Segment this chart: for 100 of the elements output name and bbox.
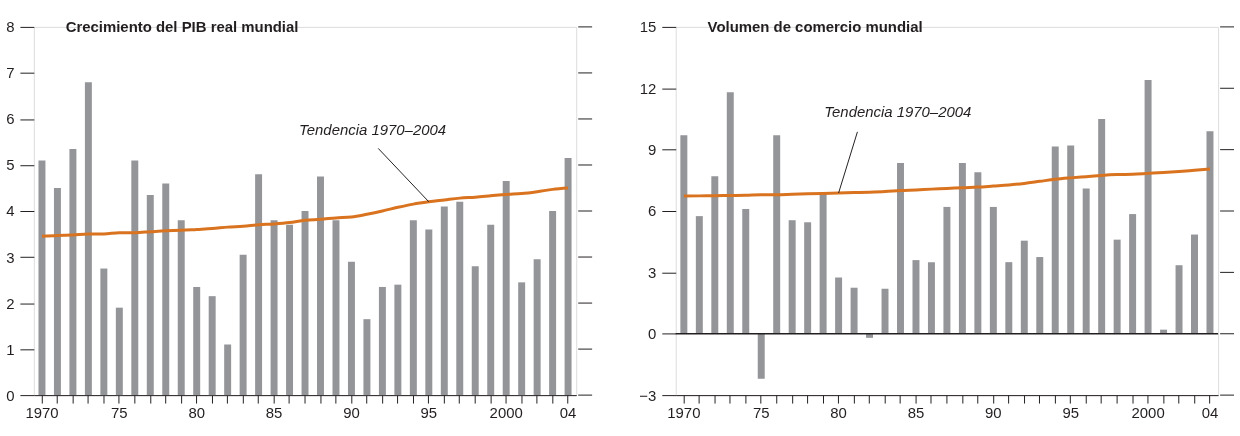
- bar: [711, 176, 719, 334]
- x-tick-label: 85: [265, 403, 283, 421]
- bar: [1005, 262, 1013, 334]
- y-tick-label: −3: [639, 386, 657, 404]
- bar: [487, 224, 495, 396]
- bar: [680, 135, 688, 334]
- bar: [549, 211, 557, 396]
- bar: [1129, 214, 1137, 334]
- y-tick-label: 15: [639, 18, 657, 36]
- bar: [363, 319, 371, 396]
- y-tick-label: 9: [648, 141, 657, 159]
- bar: [695, 216, 703, 334]
- y-tick-label: 0: [648, 325, 657, 343]
- bar: [115, 307, 123, 396]
- bar: [564, 158, 572, 396]
- bar: [518, 282, 526, 396]
- bar: [440, 206, 448, 396]
- bar: [146, 194, 154, 396]
- bar: [317, 176, 324, 396]
- x-tick-label: 1970: [25, 403, 59, 421]
- x-tick-label: 90: [343, 403, 360, 421]
- bar: [819, 192, 827, 334]
- bar: [425, 229, 433, 396]
- bar: [757, 333, 765, 379]
- bar: [1113, 239, 1121, 334]
- bar: [804, 222, 812, 334]
- bar: [456, 201, 464, 396]
- x-tick-label: 85: [907, 403, 925, 421]
- bar: [850, 287, 858, 334]
- bar: [301, 211, 309, 396]
- x-tick-label: 2000: [1131, 403, 1165, 421]
- bar: [224, 344, 232, 396]
- x-tick-label: 75: [752, 403, 770, 421]
- bar: [53, 188, 61, 396]
- bar: [881, 288, 889, 334]
- line-series: [682, 167, 1212, 198]
- y-tick-label: 6: [6, 110, 15, 128]
- bar: [255, 174, 263, 396]
- x-tick-label: 80: [188, 403, 205, 421]
- y-tick-label: 4: [6, 202, 15, 220]
- bar: [897, 162, 904, 334]
- bar: [332, 220, 340, 396]
- y-tick-label: 3: [648, 263, 657, 281]
- bar: [270, 220, 278, 396]
- bar: [912, 260, 920, 334]
- bar: [69, 148, 77, 396]
- x-tick-label: 95: [420, 403, 438, 421]
- y-tick-label: 6: [648, 202, 657, 220]
- bar: [1082, 188, 1090, 334]
- bar: [84, 82, 92, 396]
- y-tick-label: 3: [6, 248, 15, 266]
- y-tick-label: 2: [6, 294, 15, 312]
- bar: [1067, 145, 1075, 334]
- bar: [1036, 257, 1044, 334]
- bar: [989, 206, 997, 334]
- bar: [378, 286, 386, 396]
- bar: [38, 160, 46, 396]
- bar: [100, 268, 108, 396]
- bar: [1020, 240, 1028, 334]
- bar: [533, 259, 541, 396]
- bar: [286, 224, 294, 396]
- bar: [193, 286, 201, 396]
- bar: [502, 181, 510, 396]
- x-tick-label: 04: [1201, 403, 1219, 421]
- annotation: Tendencia 1970–2004: [824, 102, 972, 120]
- bar: [1191, 234, 1198, 334]
- bar: [1144, 80, 1152, 334]
- chart-title: Crecimiento del PIB real mundial: [65, 17, 299, 35]
- y-tick-label: 7: [6, 64, 15, 82]
- bar: [927, 262, 935, 334]
- bar: [1051, 146, 1059, 334]
- bar: [394, 284, 402, 396]
- bar: [866, 333, 874, 338]
- bar: [471, 266, 479, 396]
- bar: [208, 296, 216, 396]
- bar: [788, 220, 796, 334]
- annotation: Tendencia 1970–2004: [299, 120, 447, 138]
- y-tick-label: 12: [639, 79, 657, 97]
- x-tick-label: 80: [830, 403, 847, 421]
- x-tick-label: 90: [985, 403, 1002, 421]
- y-tick-label: 1: [6, 340, 15, 358]
- chart-title: Volumen de comercio mundial: [707, 17, 923, 35]
- bar: [162, 183, 170, 396]
- x-tick-label: 04: [559, 403, 577, 421]
- bar: [409, 220, 417, 396]
- bar: [131, 160, 139, 396]
- bar: [177, 220, 185, 396]
- bar: [239, 254, 247, 396]
- bar: [726, 92, 734, 334]
- line-series: [40, 186, 570, 238]
- bar: [742, 208, 750, 334]
- y-tick-label: 5: [6, 156, 15, 174]
- bar: [835, 277, 843, 334]
- bar: [943, 206, 951, 334]
- x-tick-label: 2000: [489, 403, 523, 421]
- x-tick-label: 1970: [667, 403, 701, 421]
- x-tick-label: 75: [111, 403, 128, 421]
- bar: [958, 162, 966, 334]
- bar: [347, 261, 355, 396]
- bar: [1098, 118, 1106, 334]
